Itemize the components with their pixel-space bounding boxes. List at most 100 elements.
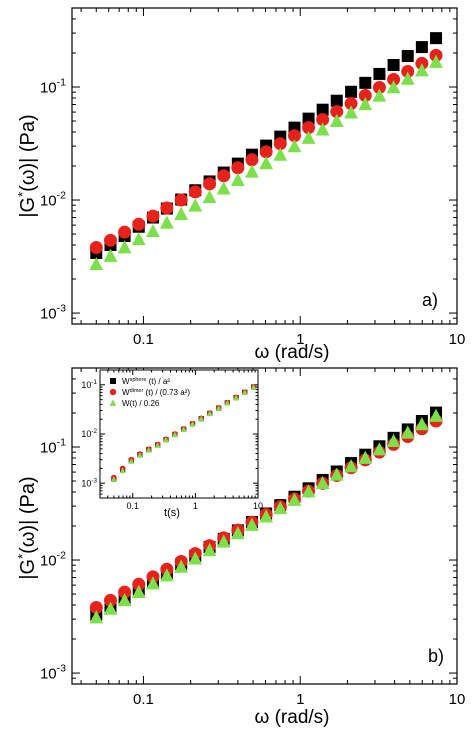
panel-a-point-square: [387, 58, 400, 71]
panel-b-y-tick-label: 10-1: [40, 437, 66, 457]
inset-point-triangle: [119, 467, 126, 474]
panel-b-x-tick-label: 1: [296, 691, 304, 708]
inset-point-triangle: [206, 410, 213, 417]
inset-point-triangle: [241, 389, 248, 395]
panel-a-marks: [89, 32, 443, 271]
inset-legend-marker-circle: [109, 388, 117, 396]
panel-b-point-triangle: [117, 593, 132, 607]
panel-b-ticks: 0.1 1 10 10-3 10-2 10-1: [40, 367, 466, 708]
panel-a-point-circle: [401, 64, 415, 78]
panel-a-point-circle: [259, 145, 273, 159]
inset-legend-label: Wsphere (t) / a²: [122, 377, 170, 386]
panel-b-point-triangle: [400, 425, 415, 439]
panel-a-point-triangle: [117, 240, 132, 254]
inset-plot-frame: [99, 369, 259, 499]
panel-a-point-triangle: [329, 113, 344, 127]
inset-point-triangle: [224, 399, 231, 406]
inset-legend-label: Wdimer (t) / (0.73 a²): [122, 388, 190, 397]
inset-legend: Wsphere (t) / a² Wdimer (t) / (0.73 a²) W(…: [109, 377, 190, 408]
inset-marks: [110, 384, 257, 482]
inset-point-triangle: [128, 458, 135, 464]
panel-b-x-tick-label: 0.1: [133, 691, 154, 708]
panel-b-point-triangle: [301, 484, 316, 498]
inset-y-tick-label: 10-2: [81, 428, 97, 439]
inset-x-tick-label: 0.1: [126, 501, 139, 511]
panel-b-y-tick-label: 10-2: [40, 550, 66, 570]
panel-b-point-circle: [104, 593, 117, 607]
panel-b-point-triangle: [188, 551, 203, 565]
panel-a-point-triangle: [344, 105, 358, 119]
inset-point-triangle: [163, 436, 170, 443]
inset-chart: 0.1 1 10 10-3 10-2 10-1 Wsphere (t) / a² Wdime…: [81, 369, 263, 519]
panel-a-point-square: [345, 85, 358, 98]
panel-b-x-tick-label: 10: [449, 691, 466, 708]
inset-point-triangle: [250, 384, 257, 390]
inset-legend-label: W(t) / 0.26: [122, 399, 160, 408]
panel-a-point-circle: [132, 217, 146, 231]
panel-a-point-circle: [316, 113, 330, 127]
panel-a-point-triangle: [400, 71, 415, 85]
panel-b-point-triangle: [245, 517, 259, 531]
inset-point-triangle: [110, 476, 117, 482]
panel-a-point-triangle: [103, 248, 118, 262]
panel-a-point-circle: [288, 129, 301, 143]
panel-b-y-tick-label: 10-3: [40, 663, 66, 683]
panel-b-y-axis-label: |G*(ω)| (Pa): [15, 476, 39, 579]
panel-a-point-square: [415, 41, 428, 54]
panel-b-point-circle: [89, 601, 103, 614]
panel-b-point-triangle: [287, 492, 302, 506]
panel-a-point-circle: [358, 89, 372, 102]
panel-b-point-triangle: [429, 408, 443, 422]
panel-a-point-circle: [231, 161, 245, 175]
panel-a-y-tick-label: 10-2: [40, 190, 66, 210]
panel-b-point-triangle: [386, 433, 401, 448]
panel-a-point-circle: [104, 233, 117, 247]
inset-ticks: 0.1 1 10 10-3 10-2 10-1: [81, 369, 263, 511]
panel-a-point-circle: [160, 201, 174, 215]
inset-point-triangle: [215, 405, 222, 411]
inset-point-triangle: [171, 431, 178, 438]
inset-point-triangle: [180, 426, 187, 432]
panel-a-point-triangle: [358, 96, 373, 111]
panel-a-point-circle: [273, 137, 287, 151]
panel-a-point-triangle: [131, 231, 146, 246]
panel-a-point-circle: [372, 81, 386, 94]
panel-a-point-triangle: [159, 215, 174, 229]
panel-a-point-triangle: [414, 63, 429, 77]
inset-y-tick-label: 10-3: [81, 477, 97, 488]
panel-a-point-triangle: [245, 164, 259, 178]
panel-b-point-triangle: [146, 576, 160, 590]
inset-point-triangle: [198, 415, 205, 422]
panel-a-point-circle: [89, 241, 103, 254]
inset-legend-marker-square: [110, 378, 116, 384]
panel-a-x-tick-label: 10: [449, 331, 466, 348]
panel-b-point-triangle: [131, 584, 146, 598]
panel-b: 0.1 1 10 10-3 10-2 10-1 b) ω (rad/s) |G*(ω)| …: [15, 367, 466, 728]
panel-a: 0.1 1 10 10-3 10-2 10-1 a) ω (rad/s) |G*(ω)| …: [15, 7, 466, 363]
panel-b-point-triangle: [230, 526, 245, 540]
panel-b-point-triangle: [159, 568, 174, 582]
panel-a-point-circle: [302, 121, 316, 135]
panel-a-point-square: [359, 76, 372, 89]
panel-a-label: a): [422, 290, 438, 310]
panel-b-point-circle: [132, 577, 146, 591]
panel-a-point-circle: [188, 185, 202, 199]
panel-a-point-circle: [344, 97, 358, 111]
panel-a-point-circle: [245, 153, 259, 167]
inset-y-tick-label: 10-1: [81, 379, 97, 390]
panel-a-point-square: [316, 103, 329, 116]
panel-a-ticks: 0.1 1 10 10-3 10-2 10-1: [40, 7, 466, 348]
panel-a-x-tick-label: 0.1: [133, 331, 154, 348]
panel-b-point-triangle: [414, 417, 429, 431]
panel-a-point-triangle: [188, 198, 203, 212]
panel-a-point-circle: [146, 209, 160, 223]
panel-a-point-triangle: [301, 130, 316, 144]
panel-b-point-triangle: [372, 442, 387, 456]
panel-a-point-circle: [387, 72, 401, 86]
panel-a-point-circle: [330, 105, 344, 119]
panel-b-point-triangle: [89, 610, 104, 624]
panel-a-point-circle: [203, 177, 217, 191]
panel-a-point-triangle: [230, 172, 245, 186]
panel-a-point-square: [401, 50, 414, 63]
